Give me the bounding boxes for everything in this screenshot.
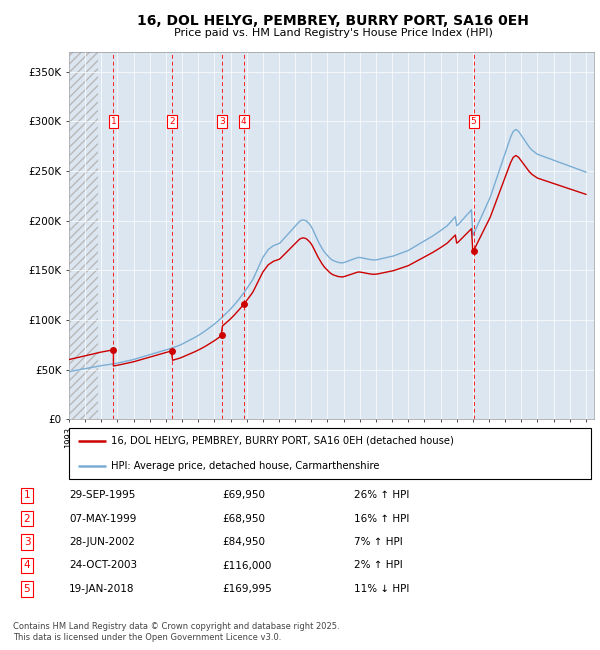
- Text: 24-OCT-2003: 24-OCT-2003: [69, 560, 137, 571]
- Text: 1: 1: [23, 490, 31, 501]
- Text: £69,950: £69,950: [222, 490, 265, 501]
- Text: 2: 2: [23, 514, 31, 524]
- Text: £84,950: £84,950: [222, 537, 265, 547]
- Text: £116,000: £116,000: [222, 560, 271, 571]
- Text: 7% ↑ HPI: 7% ↑ HPI: [354, 537, 403, 547]
- Text: 2% ↑ HPI: 2% ↑ HPI: [354, 560, 403, 571]
- Text: 11% ↓ HPI: 11% ↓ HPI: [354, 584, 409, 594]
- Text: 29-SEP-1995: 29-SEP-1995: [69, 490, 136, 501]
- Text: 5: 5: [23, 584, 31, 594]
- Text: HPI: Average price, detached house, Carmarthenshire: HPI: Average price, detached house, Carm…: [111, 461, 379, 471]
- Text: £68,950: £68,950: [222, 514, 265, 524]
- Text: Price paid vs. HM Land Registry's House Price Index (HPI): Price paid vs. HM Land Registry's House …: [173, 28, 493, 38]
- Text: 16, DOL HELYG, PEMBREY, BURRY PORT, SA16 0EH: 16, DOL HELYG, PEMBREY, BURRY PORT, SA16…: [137, 14, 529, 29]
- Text: 19-JAN-2018: 19-JAN-2018: [69, 584, 134, 594]
- Text: 16, DOL HELYG, PEMBREY, BURRY PORT, SA16 0EH (detached house): 16, DOL HELYG, PEMBREY, BURRY PORT, SA16…: [111, 436, 454, 446]
- Text: Contains HM Land Registry data © Crown copyright and database right 2025.
This d: Contains HM Land Registry data © Crown c…: [13, 622, 340, 642]
- Text: 16% ↑ HPI: 16% ↑ HPI: [354, 514, 409, 524]
- Text: 3: 3: [220, 117, 225, 126]
- Text: 07-MAY-1999: 07-MAY-1999: [69, 514, 136, 524]
- Text: 28-JUN-2002: 28-JUN-2002: [69, 537, 135, 547]
- Text: 4: 4: [23, 560, 31, 571]
- Text: 3: 3: [23, 537, 31, 547]
- Text: 1: 1: [110, 117, 116, 126]
- Text: 2: 2: [169, 117, 175, 126]
- Text: £169,995: £169,995: [222, 584, 272, 594]
- Text: 4: 4: [241, 117, 247, 126]
- FancyBboxPatch shape: [68, 428, 592, 479]
- Text: 5: 5: [471, 117, 476, 126]
- Text: 26% ↑ HPI: 26% ↑ HPI: [354, 490, 409, 501]
